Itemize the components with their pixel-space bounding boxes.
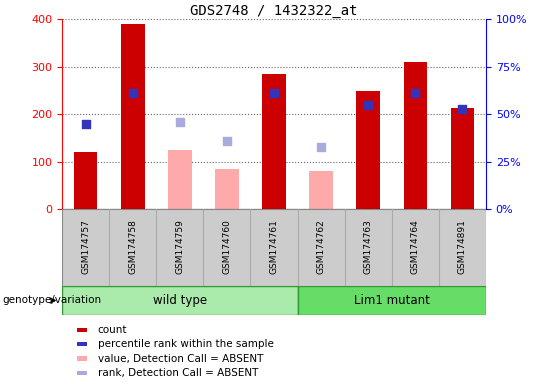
Bar: [309, 171, 333, 209]
Bar: [356, 91, 380, 209]
Bar: [262, 74, 286, 209]
Text: GSM174762: GSM174762: [316, 219, 326, 273]
Text: genotype/variation: genotype/variation: [3, 295, 102, 306]
Text: GSM174891: GSM174891: [458, 219, 467, 273]
Text: GSM174757: GSM174757: [81, 219, 90, 273]
Text: count: count: [98, 325, 127, 335]
Bar: [168, 150, 192, 209]
Point: [129, 90, 137, 96]
Bar: [298, 286, 486, 315]
Bar: [77, 328, 87, 332]
Bar: [451, 108, 474, 209]
Text: Lim1 mutant: Lim1 mutant: [354, 294, 430, 307]
Bar: [77, 356, 87, 361]
Bar: [77, 371, 87, 375]
Point: [176, 119, 184, 125]
Bar: [215, 169, 239, 209]
Text: GSM174760: GSM174760: [222, 219, 232, 273]
Text: GSM174759: GSM174759: [176, 219, 184, 273]
Point: [269, 90, 279, 96]
Title: GDS2748 / 1432322_at: GDS2748 / 1432322_at: [190, 4, 358, 18]
Point: [222, 138, 231, 144]
Text: value, Detection Call = ABSENT: value, Detection Call = ABSENT: [98, 354, 263, 364]
Text: GSM174761: GSM174761: [269, 219, 279, 273]
Point: [411, 90, 420, 96]
Point: [82, 121, 90, 127]
Bar: [403, 62, 427, 209]
Point: [317, 144, 326, 150]
Text: percentile rank within the sample: percentile rank within the sample: [98, 339, 274, 349]
Text: GSM174763: GSM174763: [364, 219, 373, 273]
Bar: [74, 152, 97, 209]
Text: wild type: wild type: [153, 294, 207, 307]
Text: GSM174764: GSM174764: [411, 219, 420, 273]
Text: GSM174758: GSM174758: [129, 219, 137, 273]
Bar: [121, 24, 145, 209]
Bar: [77, 342, 87, 346]
Point: [364, 102, 373, 108]
Text: rank, Detection Call = ABSENT: rank, Detection Call = ABSENT: [98, 368, 258, 378]
Bar: [62, 286, 298, 315]
Point: [458, 106, 467, 112]
